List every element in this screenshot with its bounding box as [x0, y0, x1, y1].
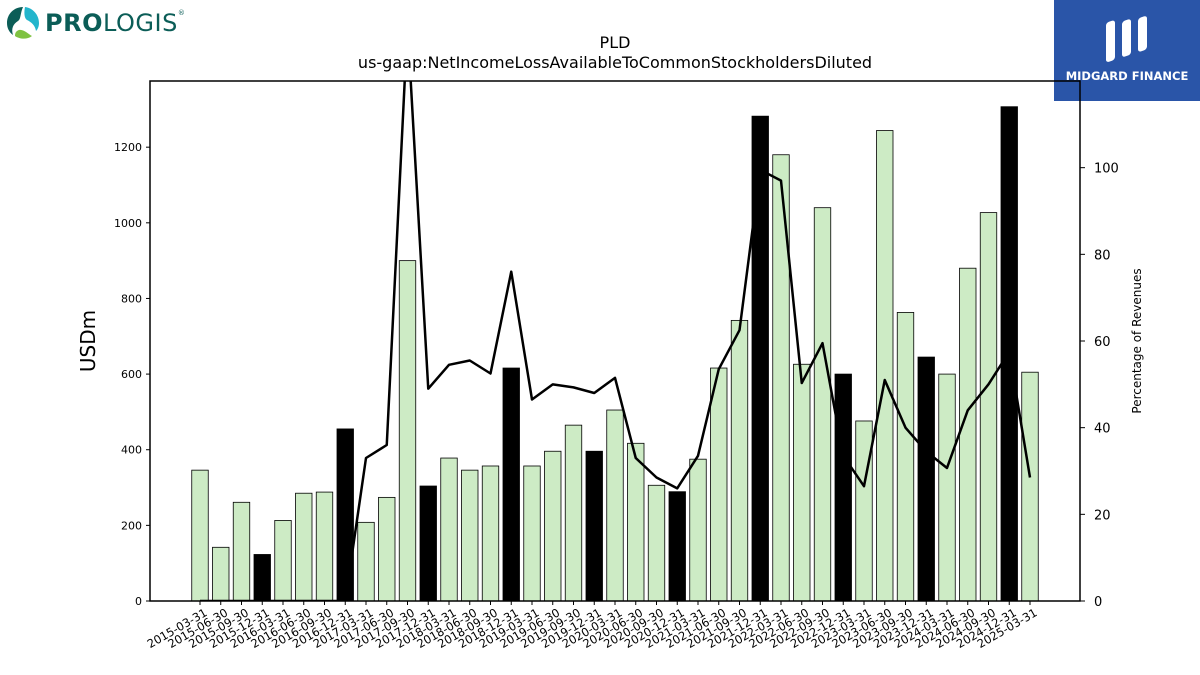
y-tick-label: 400 — [121, 444, 142, 457]
bar — [419, 485, 437, 602]
bar — [315, 491, 334, 602]
y-tick-label: 600 — [121, 368, 142, 381]
bar — [917, 356, 935, 602]
bar — [751, 115, 769, 602]
bar — [834, 373, 852, 602]
y2-tick-label: 20 — [1094, 508, 1111, 523]
chart-subtitle: us-gaap:NetIncomeLossAvailableToCommonSt… — [357, 53, 873, 72]
prologis-logo: PROLOGIS® — [5, 5, 190, 41]
y2-tick-label: 60 — [1094, 335, 1111, 350]
y-tick-label: 1000 — [114, 217, 142, 230]
y2-tick-label: 40 — [1094, 422, 1111, 437]
midgard-finance-logo: MIDGARD FINANCE — [1054, 0, 1200, 101]
chart-title: PLD — [599, 33, 631, 52]
bar — [979, 212, 998, 602]
bar — [378, 496, 396, 602]
bar — [772, 154, 790, 602]
bar — [502, 367, 520, 602]
y2-tick-label: 100 — [1094, 162, 1119, 177]
bar — [440, 457, 458, 602]
y-tick-label: 800 — [121, 292, 142, 305]
bar — [938, 373, 956, 602]
bar — [481, 465, 500, 602]
midgard-mark-icon — [1106, 16, 1147, 62]
bar — [398, 260, 417, 602]
bar — [855, 420, 873, 602]
bar — [1021, 371, 1039, 602]
bar — [461, 469, 479, 602]
prologis-wordmark: PROLOGIS® — [45, 9, 186, 37]
bar — [212, 546, 230, 602]
percentage-line — [200, 81, 1032, 601]
bar — [606, 409, 624, 602]
bar — [959, 267, 977, 602]
bar — [876, 130, 894, 602]
bar — [896, 312, 915, 602]
y-tick-label: 200 — [121, 519, 142, 532]
y-tick-label: 1200 — [114, 141, 142, 154]
bar — [253, 554, 271, 602]
bar — [564, 424, 583, 602]
globe-icon — [7, 7, 39, 39]
bar — [336, 428, 354, 602]
y2-tick-label: 80 — [1094, 248, 1111, 263]
bar — [295, 492, 313, 602]
bar — [585, 450, 603, 602]
midgard-finance-wordmark: MIDGARD FINANCE — [1065, 69, 1189, 83]
bar — [647, 484, 666, 602]
bar — [523, 465, 541, 602]
bar — [627, 442, 645, 602]
bar — [357, 521, 375, 602]
bar — [544, 450, 562, 602]
y-tick-label: 0 — [135, 595, 142, 608]
bar — [813, 207, 832, 602]
y2-axis-label: Percentage of Revenues — [1130, 268, 1144, 413]
bars — [191, 106, 1039, 602]
bar — [274, 520, 292, 602]
bar — [730, 319, 749, 602]
bar — [668, 491, 686, 602]
bar — [689, 458, 707, 602]
bar — [710, 367, 728, 602]
bar — [232, 501, 251, 602]
y-axis-label: USDm — [76, 310, 100, 372]
bar — [191, 469, 209, 602]
bar — [793, 363, 811, 602]
y2-tick-label: 0 — [1094, 595, 1102, 610]
